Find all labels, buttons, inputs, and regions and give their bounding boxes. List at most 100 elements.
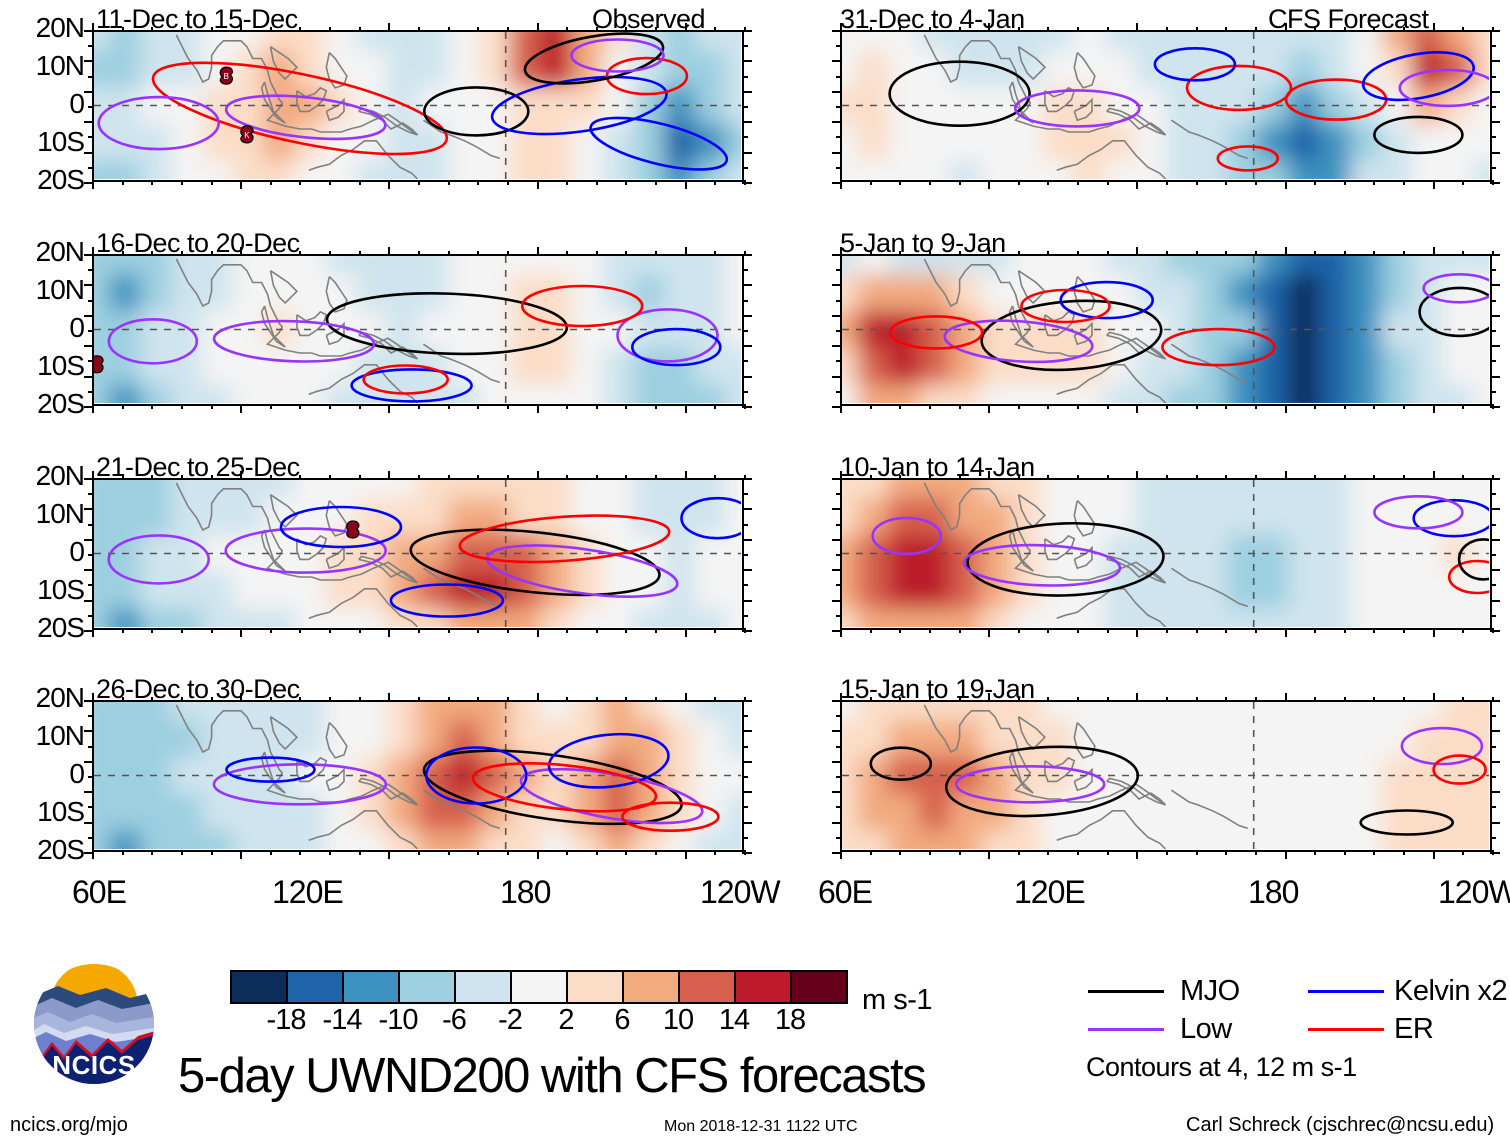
x-tick — [388, 471, 391, 480]
colorbar-tick-5: 2 — [558, 1004, 574, 1036]
plot-area-5[interactable] — [840, 30, 1492, 182]
y-tick — [742, 745, 748, 748]
ytick-label: 20S — [37, 612, 85, 643]
x-tick — [566, 404, 569, 409]
plot-area-3[interactable] — [92, 478, 744, 630]
x-tick — [1373, 697, 1376, 702]
plot-area-8[interactable] — [840, 700, 1492, 852]
x-tick — [329, 404, 332, 409]
y-tick — [836, 45, 842, 48]
y-tick — [1490, 90, 1500, 93]
y-tick — [1490, 360, 1496, 363]
x-tick — [358, 628, 361, 633]
y-tick — [1490, 330, 1496, 332]
x-tick — [1047, 697, 1050, 702]
colorbar-swatch-7 — [622, 972, 678, 1002]
ytick-label: 10N — [35, 50, 85, 81]
x-tick — [1462, 27, 1465, 32]
x-tick — [269, 27, 272, 32]
x-tick — [899, 251, 902, 256]
x-tick — [714, 475, 717, 480]
x-tick — [684, 404, 687, 413]
panel-title: 15-Jan to 19-Jan — [840, 674, 1035, 704]
plot-area-2[interactable] — [92, 254, 744, 406]
x-tick — [1373, 251, 1376, 256]
x-tick — [388, 850, 391, 859]
y-tick — [742, 45, 748, 48]
colorbar-tick-8: 14 — [718, 1004, 750, 1036]
x-tick — [1225, 404, 1228, 409]
x-tick — [418, 180, 420, 185]
x-tick — [240, 471, 243, 480]
x-tick — [928, 251, 931, 256]
x-tick — [566, 850, 569, 855]
plot-area-6[interactable] — [840, 254, 1492, 406]
x-tick — [1254, 697, 1257, 702]
ytick-label: 0 — [69, 312, 85, 343]
x-tick — [1136, 180, 1139, 189]
y-tick — [88, 106, 94, 108]
x-tick — [447, 251, 450, 256]
x-tick — [1195, 404, 1198, 409]
ytick-label: 20N — [35, 460, 85, 491]
x-tick — [506, 628, 509, 633]
svg-text:K: K — [244, 131, 250, 140]
x-tick — [869, 628, 872, 633]
y-tick — [84, 60, 94, 63]
x-tick — [928, 697, 931, 702]
x-tick — [1373, 850, 1376, 855]
x-tick — [121, 697, 124, 702]
y-tick — [88, 330, 94, 332]
y-tick — [84, 569, 94, 572]
y-tick — [832, 90, 842, 93]
y-tick — [1490, 284, 1500, 287]
y-tick — [88, 269, 94, 272]
x-tick — [418, 475, 420, 480]
y-tick — [832, 791, 842, 794]
x-tick — [655, 251, 658, 256]
x-tick — [240, 628, 243, 637]
x-tick — [388, 693, 391, 702]
x-tick — [299, 251, 302, 256]
y-tick — [742, 836, 748, 839]
y-tick — [742, 554, 748, 556]
y-tick — [1490, 45, 1496, 48]
x-tick — [358, 850, 361, 855]
y-tick — [832, 821, 842, 824]
y-tick — [742, 106, 748, 108]
x-tick — [928, 404, 931, 409]
ytick-label: 10S — [37, 796, 85, 827]
x-tick — [477, 404, 480, 409]
ytick-label: 20N — [35, 682, 85, 713]
x-tick — [1284, 628, 1287, 637]
plot-area-7[interactable] — [840, 478, 1492, 630]
x-tick — [180, 251, 183, 256]
y-tick — [1490, 375, 1500, 378]
footer-left[interactable]: ncics.org/mjo — [10, 1114, 128, 1136]
x-tick — [840, 471, 842, 480]
y-tick — [742, 314, 752, 317]
x-tick — [1166, 27, 1168, 32]
y-tick — [1490, 299, 1496, 302]
ytick-label: 20N — [35, 12, 85, 43]
panel-title: 11-Dec to 15-Dec — [96, 4, 298, 34]
x-tick — [928, 475, 931, 480]
colorbar-tick-7: 10 — [662, 1004, 694, 1036]
x-tick — [269, 628, 272, 633]
x-tick — [1314, 251, 1317, 256]
plot-area-4[interactable] — [92, 700, 744, 852]
x-tick — [269, 180, 272, 185]
x-tick — [1462, 180, 1465, 185]
y-tick — [84, 821, 94, 824]
svg-text:B: B — [224, 72, 229, 81]
x-tick — [595, 850, 598, 855]
y-tick — [742, 299, 748, 302]
colorbar-tick-6: 6 — [614, 1004, 630, 1036]
x-tick — [121, 27, 124, 32]
x-tick — [1462, 404, 1465, 409]
y-tick — [742, 538, 752, 541]
y-tick — [742, 182, 752, 184]
y-tick — [832, 599, 842, 602]
x-tick — [1225, 697, 1228, 702]
